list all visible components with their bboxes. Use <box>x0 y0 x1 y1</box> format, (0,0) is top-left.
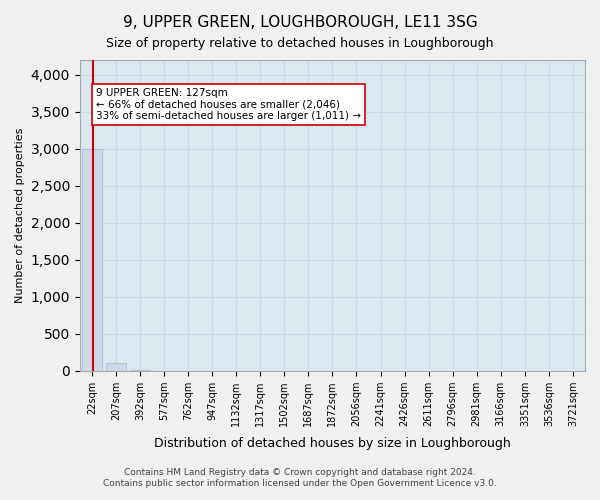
Bar <box>106 364 126 370</box>
X-axis label: Distribution of detached houses by size in Loughborough: Distribution of detached houses by size … <box>154 437 511 450</box>
Y-axis label: Number of detached properties: Number of detached properties <box>15 128 25 303</box>
Text: 9 UPPER GREEN: 127sqm
← 66% of detached houses are smaller (2,046)
33% of semi-d: 9 UPPER GREEN: 127sqm ← 66% of detached … <box>96 88 361 122</box>
Bar <box>82 149 102 370</box>
Text: Contains HM Land Registry data © Crown copyright and database right 2024.
Contai: Contains HM Land Registry data © Crown c… <box>103 468 497 487</box>
Text: Size of property relative to detached houses in Loughborough: Size of property relative to detached ho… <box>106 38 494 51</box>
Text: 9, UPPER GREEN, LOUGHBOROUGH, LE11 3SG: 9, UPPER GREEN, LOUGHBOROUGH, LE11 3SG <box>122 15 478 30</box>
